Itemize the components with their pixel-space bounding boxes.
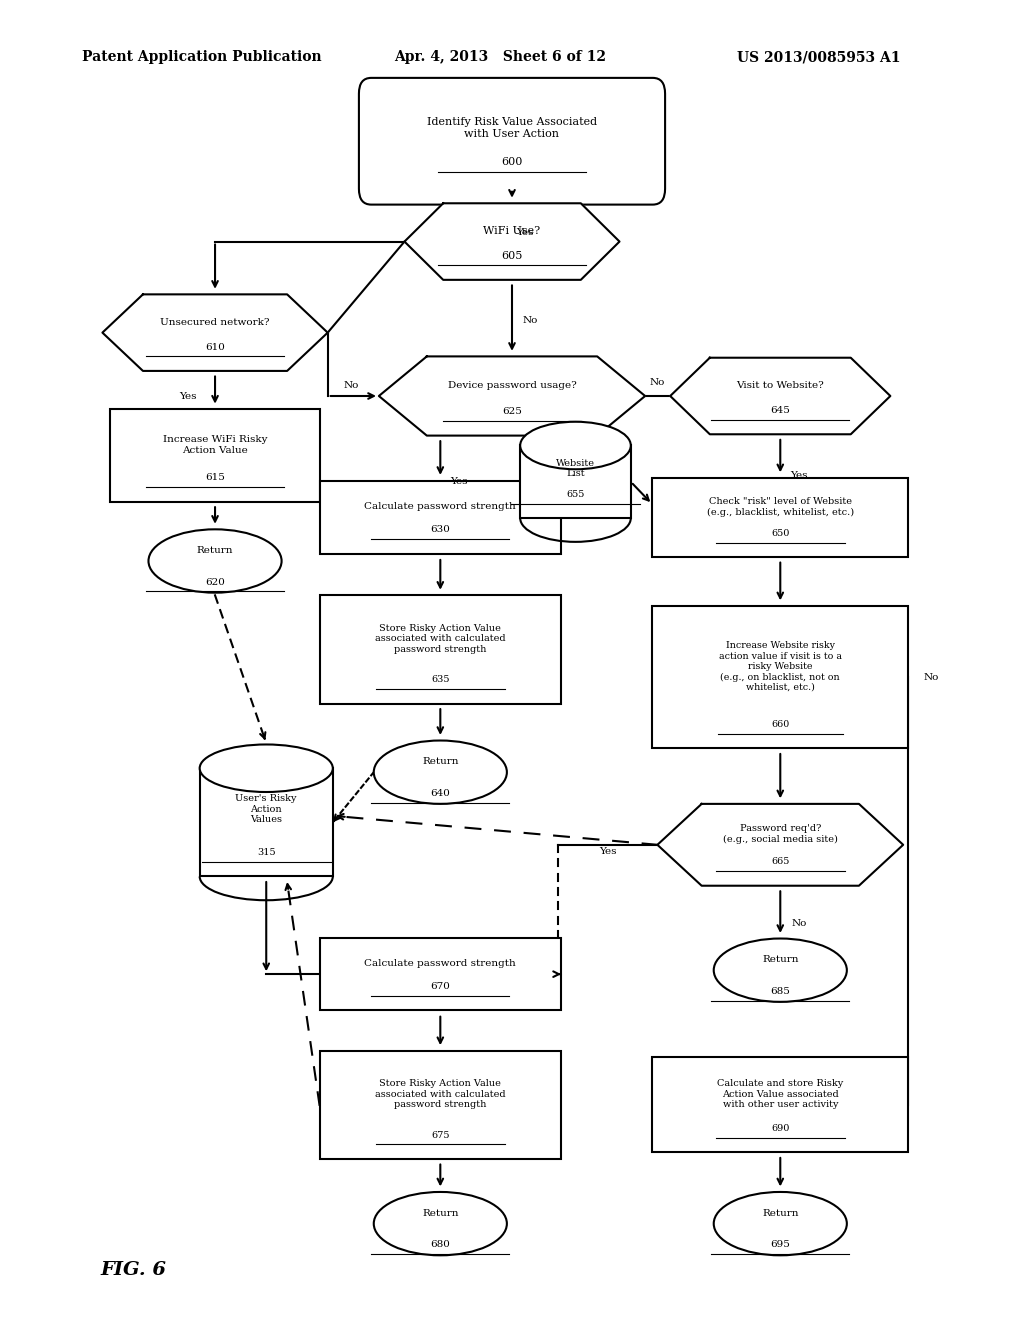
Text: No: No — [343, 381, 358, 389]
Ellipse shape — [520, 421, 631, 470]
Text: 660: 660 — [771, 721, 790, 729]
Text: Return: Return — [762, 956, 799, 964]
Text: 670: 670 — [430, 982, 451, 991]
Ellipse shape — [714, 939, 847, 1002]
Polygon shape — [657, 804, 903, 886]
Ellipse shape — [374, 741, 507, 804]
Text: Website
List: Website List — [556, 459, 595, 478]
Text: Return: Return — [197, 546, 233, 554]
Polygon shape — [379, 356, 645, 436]
Bar — [652, 606, 908, 748]
Text: 615: 615 — [205, 474, 225, 482]
Text: 635: 635 — [431, 676, 450, 684]
Text: WiFi Use?: WiFi Use? — [483, 226, 541, 236]
Text: Visit to Website?: Visit to Website? — [736, 381, 824, 389]
Text: 315: 315 — [257, 849, 275, 857]
Text: Increase WiFi Risky
Action Value: Increase WiFi Risky Action Value — [163, 436, 267, 454]
Text: 665: 665 — [771, 858, 790, 866]
Text: 695: 695 — [770, 1241, 791, 1249]
Bar — [520, 445, 631, 517]
Text: Yes: Yes — [179, 392, 197, 400]
Text: Yes: Yes — [450, 478, 468, 486]
Polygon shape — [102, 294, 328, 371]
Text: Check "risk" level of Website
(e.g., blacklist, whitelist, etc.): Check "risk" level of Website (e.g., bla… — [707, 498, 854, 516]
Bar — [111, 409, 319, 502]
Text: No: No — [522, 317, 539, 325]
Bar — [652, 478, 908, 557]
Text: No: No — [649, 379, 666, 387]
Text: 620: 620 — [205, 578, 225, 586]
Polygon shape — [404, 203, 620, 280]
Text: Identify Risk Value Associated
with User Action: Identify Risk Value Associated with User… — [427, 117, 597, 139]
Text: Return: Return — [422, 1209, 459, 1217]
Text: FIG. 6: FIG. 6 — [100, 1261, 166, 1279]
Text: 625: 625 — [502, 408, 522, 416]
Text: 690: 690 — [771, 1125, 790, 1133]
Bar — [319, 480, 561, 554]
Ellipse shape — [200, 744, 333, 792]
Bar — [319, 595, 561, 704]
Text: 605: 605 — [502, 251, 522, 261]
Ellipse shape — [374, 1192, 507, 1255]
Bar — [200, 768, 333, 876]
Text: 650: 650 — [771, 529, 790, 537]
Text: Yes: Yes — [790, 471, 808, 479]
Text: Patent Application Publication: Patent Application Publication — [82, 50, 322, 65]
Text: 630: 630 — [430, 525, 451, 535]
Polygon shape — [670, 358, 891, 434]
Text: Return: Return — [762, 1209, 799, 1217]
Text: Store Risky Action Value
associated with calculated
password strength: Store Risky Action Value associated with… — [375, 1080, 506, 1109]
Ellipse shape — [148, 529, 282, 593]
Text: 680: 680 — [430, 1241, 451, 1249]
FancyBboxPatch shape — [358, 78, 666, 205]
Bar — [319, 1051, 561, 1159]
Text: Store Risky Action Value
associated with calculated
password strength: Store Risky Action Value associated with… — [375, 624, 506, 653]
Text: Device password usage?: Device password usage? — [447, 381, 577, 389]
Text: User's Risky
Action
Values: User's Risky Action Values — [236, 795, 297, 824]
Ellipse shape — [714, 1192, 847, 1255]
Text: 610: 610 — [205, 343, 225, 351]
Text: Yes: Yes — [516, 228, 534, 236]
Text: 655: 655 — [566, 490, 585, 499]
Text: Apr. 4, 2013   Sheet 6 of 12: Apr. 4, 2013 Sheet 6 of 12 — [394, 50, 606, 65]
Text: 640: 640 — [430, 789, 451, 797]
Text: 675: 675 — [431, 1131, 450, 1139]
Text: No: No — [924, 673, 939, 681]
Text: No: No — [791, 920, 807, 928]
Text: Calculate and store Risky
Action Value associated
with other user activity: Calculate and store Risky Action Value a… — [717, 1080, 844, 1109]
Text: 685: 685 — [770, 987, 791, 995]
Text: Increase Website risky
action value if visit is to a
risky Website
(e.g., on bla: Increase Website risky action value if v… — [719, 642, 842, 692]
Text: 645: 645 — [770, 407, 791, 414]
Bar — [652, 1057, 908, 1152]
Text: 600: 600 — [502, 157, 522, 168]
Text: Yes: Yes — [599, 847, 616, 855]
Bar — [319, 937, 561, 1011]
Text: Unsecured network?: Unsecured network? — [161, 318, 269, 326]
Text: Password req'd?
(e.g., social media site): Password req'd? (e.g., social media site… — [723, 825, 838, 843]
Text: Calculate password strength: Calculate password strength — [365, 960, 516, 968]
Text: Calculate password strength: Calculate password strength — [365, 503, 516, 511]
Text: Return: Return — [422, 758, 459, 766]
Text: US 2013/0085953 A1: US 2013/0085953 A1 — [737, 50, 901, 65]
